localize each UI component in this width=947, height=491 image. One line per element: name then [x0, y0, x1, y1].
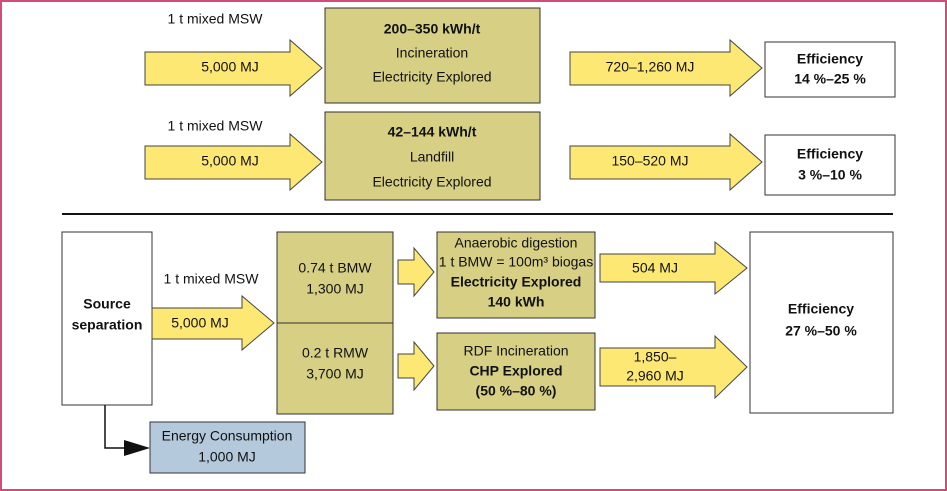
process-line: (50 %–80 %): [476, 383, 557, 399]
efficiency-title: Efficiency: [797, 51, 863, 67]
arrow: [599, 334, 748, 400]
source-box: [61, 231, 153, 406]
process-line: Electricity Explored: [372, 69, 491, 85]
input-label: 1 t mixed MSW: [164, 271, 260, 287]
fraction-line: 0.74 t BMW: [298, 260, 372, 276]
process-line: Electricity Explored: [451, 274, 582, 290]
efficiency-title: Efficiency: [788, 301, 854, 317]
consumption-box: [149, 421, 306, 474]
arrow: [151, 294, 275, 352]
connector: [104, 405, 128, 449]
process-box: [324, 7, 541, 104]
efficiency-title: Efficiency: [797, 146, 863, 162]
output-energy: 720–1,260 MJ: [606, 59, 695, 75]
fraction-line: 3,700 MJ: [306, 366, 364, 382]
efficiency: 14 %–25 %: [794, 71, 866, 87]
source-line: separation: [72, 317, 143, 333]
process-line: 1 t BMW = 100m³ biogas: [439, 254, 593, 270]
input-energy: 5,000 MJ: [201, 59, 259, 75]
process-line: Anaerobic digestion: [455, 235, 578, 251]
input-energy: 5,000 MJ: [171, 315, 229, 331]
efficiency-box: [764, 41, 896, 98]
process-line: RDF Incineration: [463, 343, 568, 359]
arrow: [144, 38, 323, 98]
process-box: [436, 332, 596, 411]
fraction-line: 0.2 t RMW: [302, 345, 369, 361]
output-energy: 2,960 MJ: [626, 368, 684, 384]
output-energy: 150–520 MJ: [611, 153, 688, 169]
efficiency-box: [764, 134, 896, 196]
fraction-line: 1,300 MJ: [306, 281, 364, 297]
fraction-box: [276, 322, 394, 415]
connector-head: [124, 440, 150, 456]
fraction-box: [276, 231, 394, 324]
arrow: [144, 132, 323, 192]
output-energy: 504 MJ: [632, 260, 678, 276]
process-line: CHP Explored: [469, 363, 562, 379]
source-line: Source: [83, 296, 131, 312]
input-energy: 5,000 MJ: [201, 153, 259, 169]
consumption-line: 1,000 MJ: [198, 449, 256, 465]
process-line: Incineration: [396, 45, 468, 61]
efficiency: 27 %–50 %: [785, 323, 857, 339]
process-box: [324, 111, 541, 201]
process-line: 42–144 kWh/t: [388, 124, 477, 140]
efficiency: 3 %–10 %: [798, 167, 862, 183]
arrow: [397, 246, 435, 298]
process-line: Landfill: [410, 149, 454, 165]
arrow: [569, 132, 763, 192]
arrow: [599, 240, 748, 296]
arrow: [569, 38, 763, 98]
process-box: [436, 231, 596, 319]
process-line: 200–350 kWh/t: [384, 21, 481, 37]
output-energy: 1,850–: [634, 349, 677, 365]
process-line: 140 kWh: [488, 294, 545, 310]
arrow: [397, 340, 435, 392]
input-label: 1 t mixed MSW: [168, 11, 264, 27]
input-label: 1 t mixed MSW: [168, 118, 264, 134]
efficiency-box: [749, 231, 894, 414]
process-line: Electricity Explored: [372, 174, 491, 190]
consumption-line: Energy Consumption: [162, 428, 293, 444]
